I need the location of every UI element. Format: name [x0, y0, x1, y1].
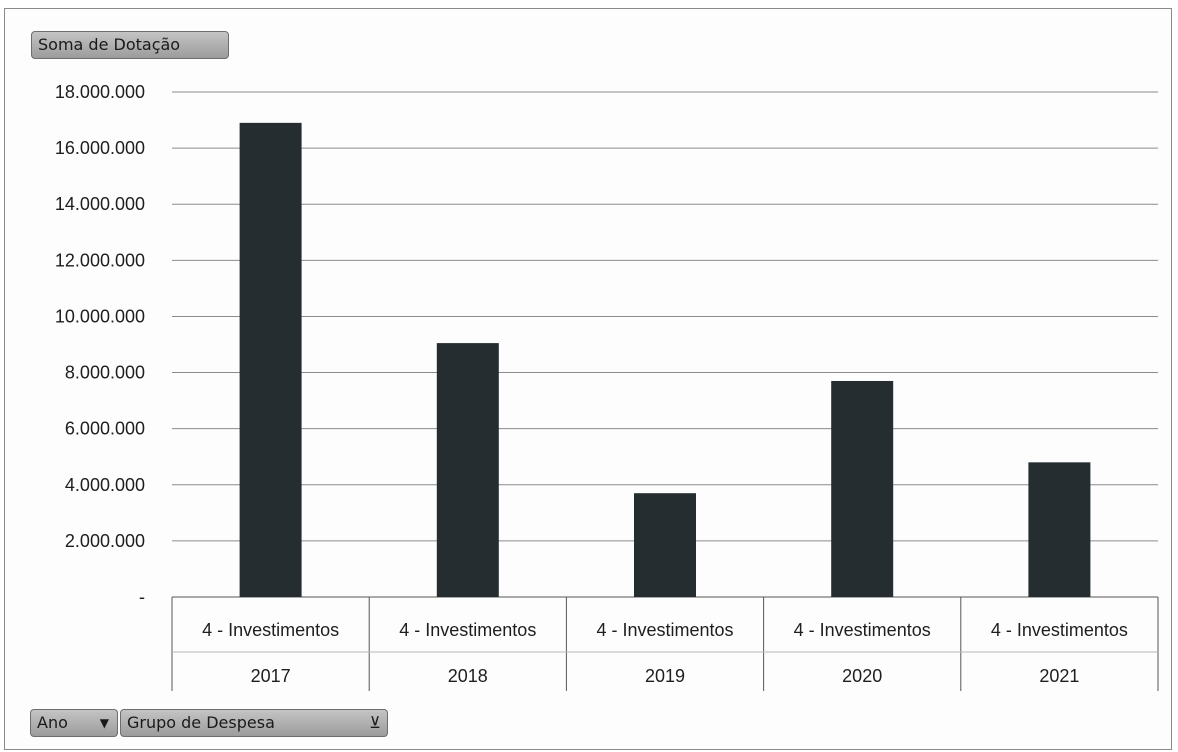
chart-frame [4, 8, 1172, 750]
category-label-group: 4 - Investimentos [399, 620, 536, 640]
row-field-ano-button[interactable]: Ano ▼ [30, 709, 118, 737]
category-label-group: 4 - Investimentos [794, 620, 931, 640]
y-tick-label: 14.000.000 [55, 194, 145, 214]
category-label-group: 4 - Investimentos [202, 620, 339, 640]
y-tick-label: 8.000.000 [65, 363, 145, 383]
y-tick-label: 18.000.000 [55, 82, 145, 102]
row-field-ano-label: Ano [37, 713, 68, 732]
row-field-grupo-label: Grupo de Despesa [127, 713, 275, 732]
y-tick-label: - [139, 587, 145, 607]
value-field-button[interactable]: Soma de Dotação [31, 31, 229, 59]
dropdown-arrow-icon[interactable]: ▼ [99, 716, 109, 730]
bar-2019[interactable] [634, 493, 696, 597]
y-tick-label: 16.000.000 [55, 138, 145, 158]
bar-2017[interactable] [239, 122, 302, 597]
filter-icon[interactable]: ⊻ [369, 713, 381, 732]
category-label-year: 2020 [842, 666, 882, 686]
y-tick-label: 10.000.000 [55, 306, 145, 326]
category-label-group: 4 - Investimentos [991, 620, 1128, 640]
y-tick-label: 2.000.000 [65, 531, 145, 551]
category-label-year: 2018 [448, 666, 488, 686]
category-label-year: 2021 [1039, 666, 1079, 686]
y-tick-label: 12.000.000 [55, 250, 145, 270]
category-label-year: 2019 [645, 666, 685, 686]
row-field-grupo-button[interactable]: Grupo de Despesa ⊻ [120, 709, 388, 737]
bar-2018[interactable] [436, 343, 499, 597]
bar-2020[interactable] [831, 380, 894, 597]
value-field-label: Soma de Dotação [38, 35, 181, 54]
y-tick-label: 6.000.000 [65, 419, 145, 439]
bar-2021[interactable] [1028, 462, 1091, 597]
category-label-year: 2017 [251, 666, 291, 686]
y-tick-label: 4.000.000 [65, 475, 145, 495]
category-label-group: 4 - Investimentos [596, 620, 733, 640]
